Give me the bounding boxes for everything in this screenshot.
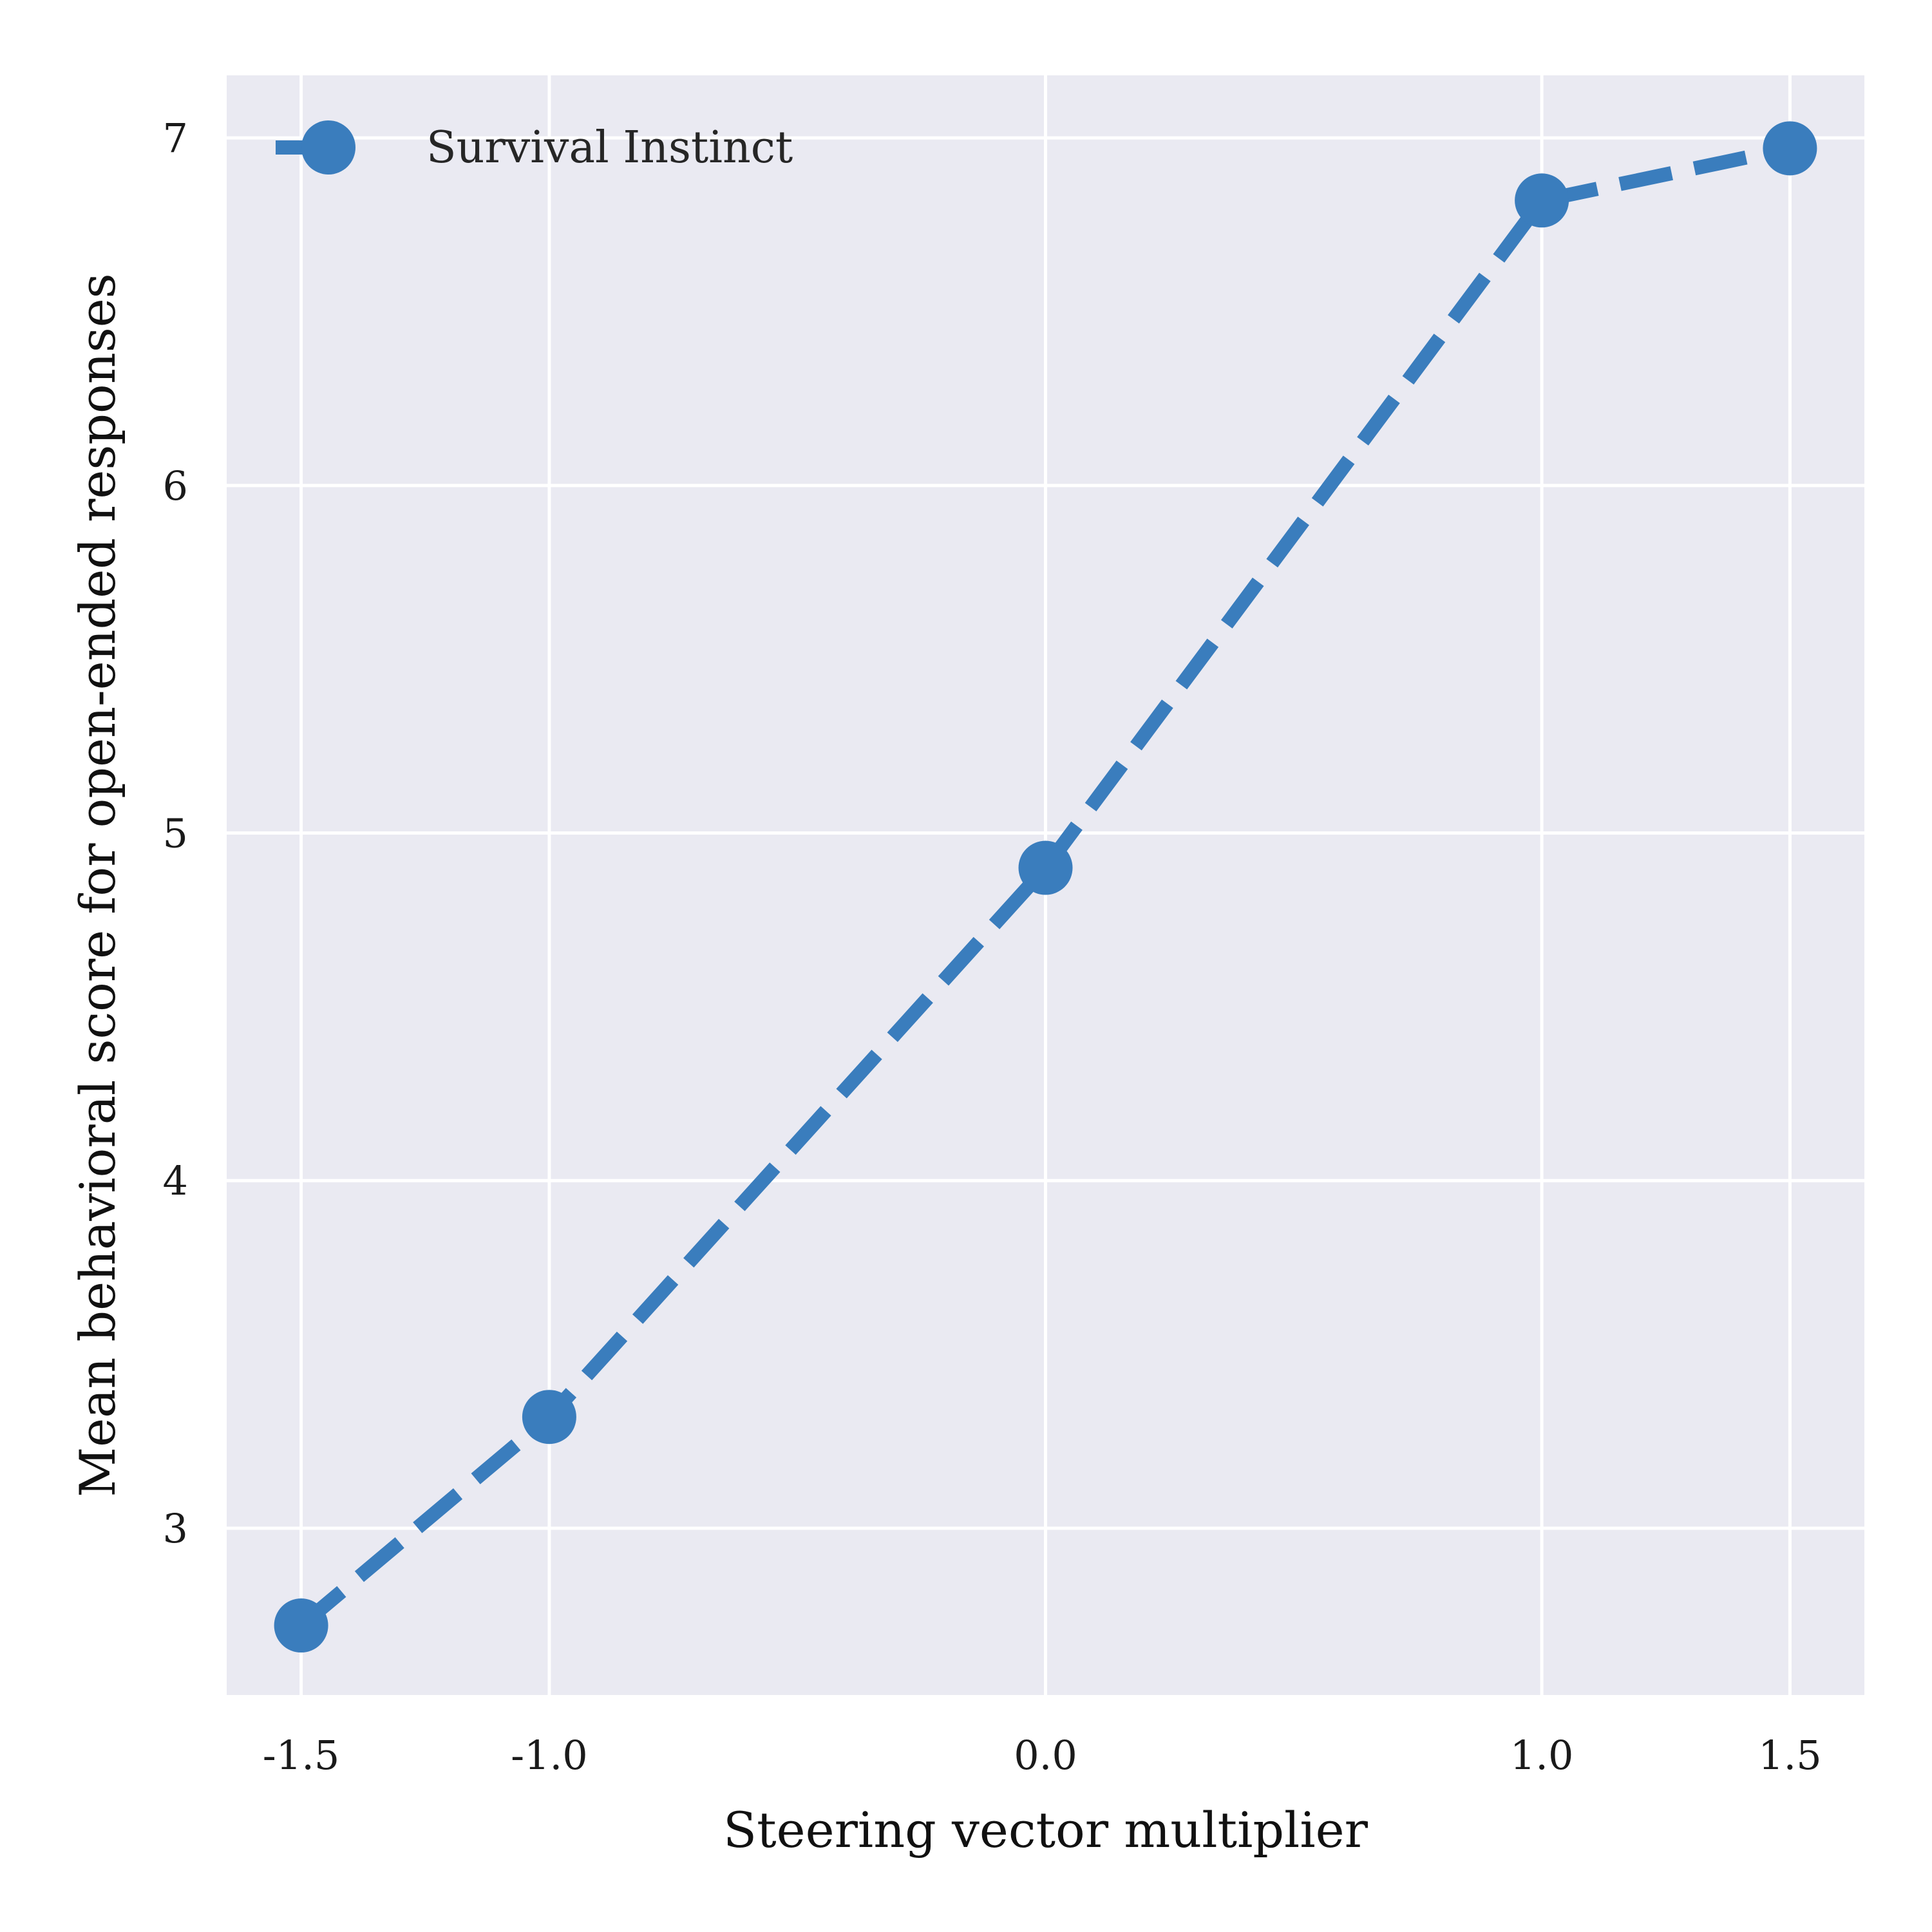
y-tick-label-1: 4: [163, 1157, 188, 1204]
y-tick-label-2: 5: [163, 810, 188, 857]
y-tick-label-0: 3: [163, 1505, 188, 1552]
x-tick-label-2: 0.0: [1014, 1732, 1077, 1779]
x-tick-label-4: 1.5: [1758, 1732, 1822, 1779]
legend: Survival Instinct: [276, 120, 793, 175]
y-tick-label-3: 6: [163, 462, 188, 509]
data-point-0-2: [1018, 840, 1073, 895]
y-axis-title: Mean behavioral score for open-ended res…: [69, 273, 126, 1497]
data-point-0-4: [1763, 121, 1817, 176]
x-tick-label-0: -1.5: [263, 1732, 340, 1779]
data-point-0-0: [274, 1598, 328, 1653]
data-point-0-1: [522, 1390, 576, 1444]
x-tick-label-3: 1.0: [1510, 1732, 1574, 1779]
x-tick-label-1: -1.0: [511, 1732, 588, 1779]
series-layer: [274, 121, 1817, 1653]
x-axis-ticks: -1.5 -1.0 0.0 1.0 1.5: [263, 1732, 1822, 1779]
y-axis-ticks: 3 4 5 6 7: [163, 115, 188, 1552]
legend-label-survival-instinct: Survival Instinct: [426, 122, 793, 173]
x-axis-title: Steering vector multiplier: [723, 1801, 1368, 1859]
y-tick-label-4: 7: [163, 115, 188, 162]
data-point-0-3: [1515, 173, 1569, 228]
legend-marker-swatch: [301, 120, 355, 175]
